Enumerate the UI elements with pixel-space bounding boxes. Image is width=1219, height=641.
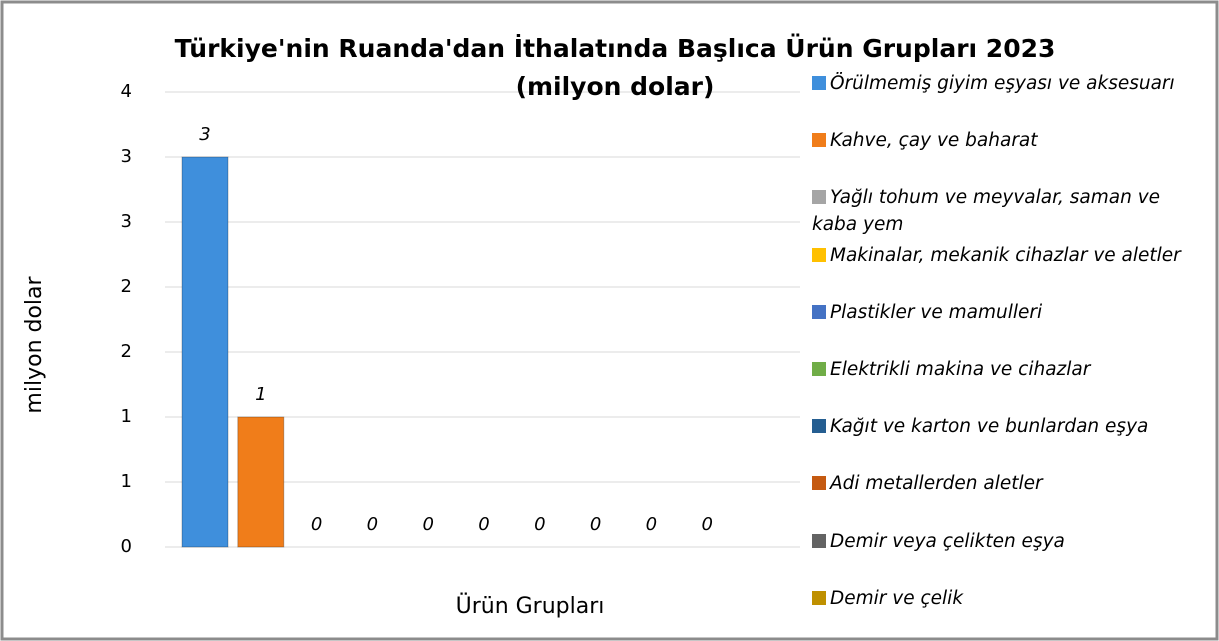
legend-item: Elektrikli makina ve cihazlar [812,356,1207,383]
data-label: 0 [422,514,433,535]
legend-swatch [812,190,826,205]
chart-title: Türkiye'nin Ruanda'dan İthalatında Başlı… [174,34,1056,101]
legend-label: Plastikler ve mamulleri [830,301,1043,323]
legend-swatch [812,476,826,491]
y-tick-label: 0 [121,536,132,557]
data-label: 0 [590,514,601,535]
legend-item: Örülmemiş giyim eşyası ve aksesuarı [812,70,1207,97]
legend-label: Yağlı tohum ve meyvalar, saman ve kaba y… [812,187,1161,236]
bar [237,416,285,548]
legend-swatch [812,247,826,262]
legend-item: Kahve, çay ve baharat [812,127,1207,154]
data-label: 1 [255,384,266,405]
data-label: 0 [701,514,712,535]
data-label: 3 [199,124,210,145]
legend-item: Makinalar, mekanik cihazlar ve aletler [812,242,1207,269]
y-tick-label: 3 [121,146,132,167]
data-label: 0 [534,514,545,535]
y-tick-label: 4 [121,81,132,102]
legend-swatch [812,76,826,90]
legend-item: Yağlı tohum ve meyvalar, saman ve kaba y… [812,184,1207,238]
y-axis-label: milyon dolar [22,275,47,413]
data-label: 0 [367,514,378,535]
legend-label: Demir ve çelik [830,587,964,609]
legend-swatch [812,362,826,376]
legend-item: Demir ve çelik [812,585,1207,612]
y-tick-label: 1 [121,406,132,427]
y-tick-label: 2 [121,276,132,297]
data-label: 0 [646,514,657,535]
bar [181,156,229,548]
legend-label: Makinalar, mekanik cihazlar ve aletler [830,244,1181,266]
legend-item: Adi metallerden aletler [812,470,1207,497]
y-tick-label: 2 [121,341,132,362]
legend-swatch [812,533,826,548]
legend-swatch [812,590,826,605]
legend-label: Adi metallerden aletler [830,473,1043,495]
y-tick-label: 3 [121,211,132,232]
legend-label: Kahve, çay ve baharat [830,130,1038,152]
legend-swatch [812,419,826,434]
legend-item: Demir veya çelikten eşya [812,528,1207,555]
legend-label: Örülmemiş giyim eşyası ve aksesuarı [830,73,1175,94]
legend-label: Demir veya çelikten eşya [830,530,1065,552]
legend-swatch [812,133,826,148]
legend-swatch [812,304,826,319]
data-label: 0 [311,514,322,535]
legend-item: Plastikler ve mamulleri [812,299,1207,326]
legend-label: Elektrikli makina ve cihazlar [830,359,1091,380]
data-label: 0 [478,514,489,535]
y-tick-label: 1 [121,471,132,492]
legend-label: Kağıt ve karton ve bunlardan eşya [830,416,1149,438]
x-axis-label: Ürün Grupları [456,593,605,619]
legend-item: Kağıt ve karton ve bunlardan eşya [812,413,1207,440]
